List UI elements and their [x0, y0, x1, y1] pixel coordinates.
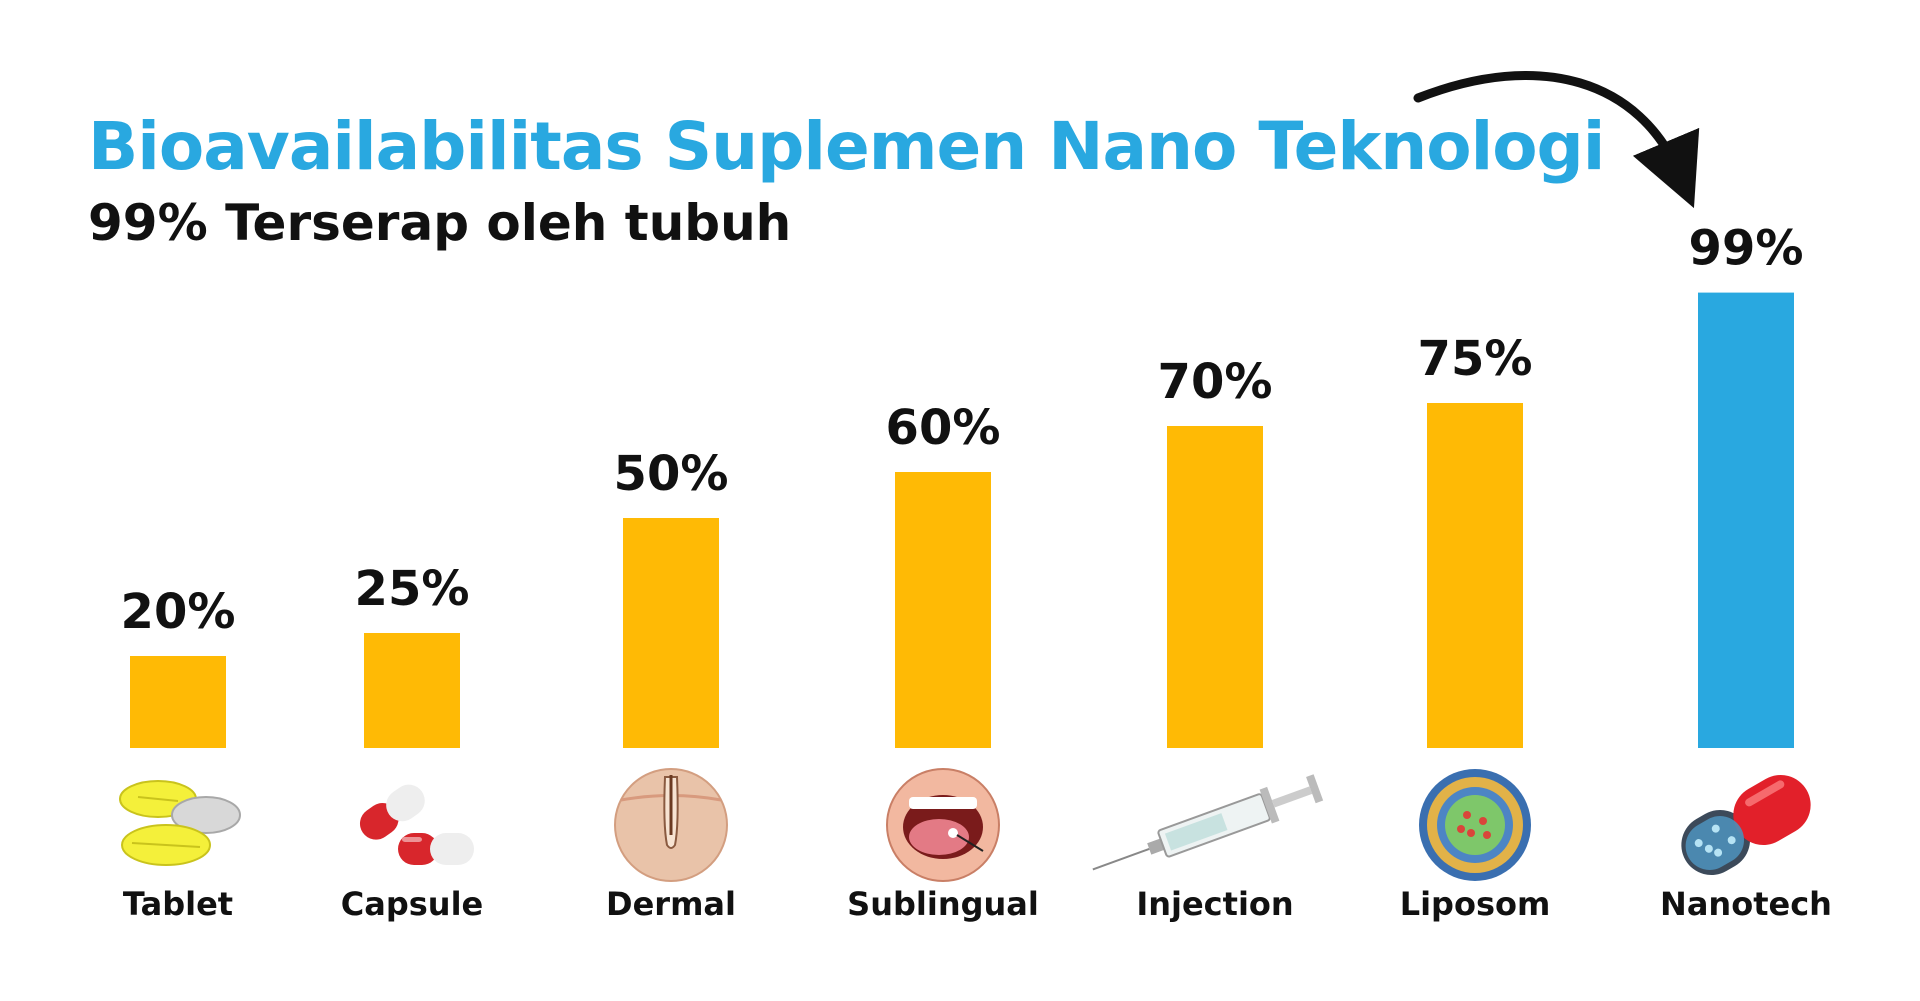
value-label-nanotech: 99% [1689, 221, 1804, 277]
dermal-icon [614, 768, 728, 882]
bar-injection [1167, 426, 1263, 748]
bar-nanotech [1698, 292, 1794, 748]
bar-liposom [1427, 403, 1523, 748]
bar-dermal [623, 518, 719, 748]
tablet-icon [119, 780, 241, 866]
chart-title: Bioavailabilitas Suplemen Nano Teknologi [88, 108, 1605, 185]
bar-tablet [130, 656, 226, 748]
value-label-dermal: 50% [614, 446, 729, 502]
value-label-tablet: 20% [121, 584, 236, 640]
injection-icon [1092, 774, 1324, 871]
category-label-dermal: Dermal [606, 885, 736, 923]
category-label-sublingual: Sublingual [847, 885, 1039, 923]
category-label-capsule: Capsule [341, 885, 483, 923]
bar-sublingual [895, 472, 991, 748]
value-label-liposom: 75% [1418, 331, 1533, 387]
category-label-liposom: Liposom [1400, 885, 1551, 923]
category-label-nanotech: Nanotech [1660, 885, 1832, 923]
chart-subtitle: 99% Terserap oleh tubuh [88, 194, 792, 252]
capsule-icon [359, 784, 474, 865]
value-label-sublingual: 60% [886, 400, 1001, 456]
bar-capsule [364, 633, 460, 748]
liposome-icon [1419, 769, 1531, 881]
value-label-capsule: 25% [355, 561, 470, 617]
category-label-injection: Injection [1136, 885, 1293, 923]
sublingual-icon [886, 768, 1000, 882]
nanotech-capsule-icon [1681, 775, 1811, 875]
category-label-tablet: Tablet [123, 885, 233, 923]
arrow-annotation [1413, 70, 1700, 209]
value-label-injection: 70% [1158, 354, 1273, 410]
